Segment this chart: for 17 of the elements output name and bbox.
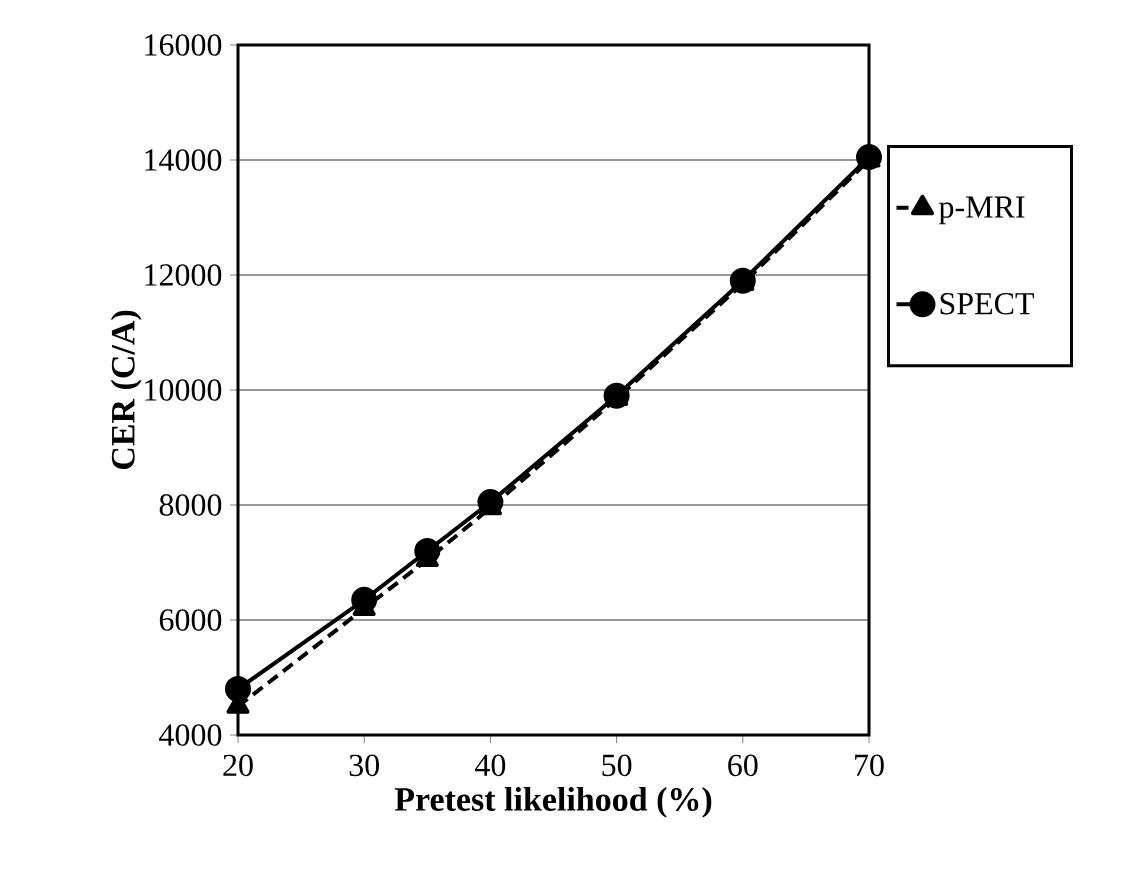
legend-label: SPECT xyxy=(940,293,1034,315)
x-tick-label: 60 xyxy=(728,754,758,777)
x-tick-label: 20 xyxy=(223,754,253,777)
y-tick-label: 14000 xyxy=(145,149,222,171)
y-tick-label: 4000 xyxy=(159,724,222,746)
x-tick-label: 40 xyxy=(475,754,506,777)
y-tick-label: 16000 xyxy=(145,34,222,56)
legend-label: p-MRI xyxy=(939,196,1025,225)
y-axis-title: CER (C/A) xyxy=(110,310,142,470)
y-tick-label: 10000 xyxy=(145,379,222,401)
x-tick-label: 30 xyxy=(349,754,379,777)
x-tick-label: 70 xyxy=(855,754,884,777)
x-axis-title: Pretest likelihood (%) xyxy=(394,787,712,818)
y-tick-label: 6000 xyxy=(159,609,222,631)
y-tick-label: 12000 xyxy=(145,264,222,286)
x-tick-label: 50 xyxy=(602,754,632,777)
y-tick-label: 8000 xyxy=(159,494,222,516)
